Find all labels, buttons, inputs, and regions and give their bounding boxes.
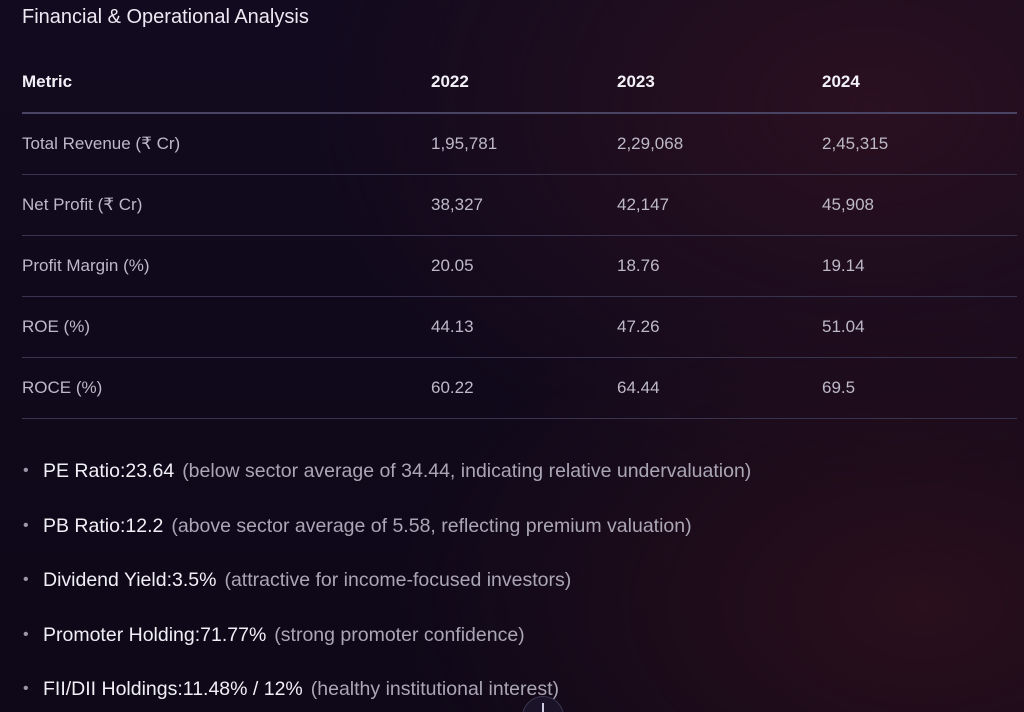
cell-2024: 69.5 — [822, 357, 1017, 419]
table-row: Net Profit (₹ Cr) 38,327 42,147 45,908 — [22, 174, 1017, 236]
cell-2024: 51.04 — [822, 296, 1017, 358]
column-header-2024: 2024 — [822, 52, 1017, 114]
cell-metric: Net Profit (₹ Cr) — [22, 174, 431, 236]
highlight-value: 12.2 — [125, 514, 164, 537]
highlight-label: PB Ratio: — [43, 514, 126, 537]
highlight-value: 11.48% / 12% — [182, 678, 303, 700]
bullet-dot-icon: • — [23, 516, 29, 534]
list-item: • Promoter Holding:71.77% (strong promote… — [22, 608, 751, 663]
cell-2023: 64.44 — [617, 357, 822, 419]
cell-metric: Profit Margin (%) — [22, 235, 431, 297]
financial-metrics-table: Metric 2022 2023 2024 Total Revenue (₹ C… — [22, 52, 1017, 419]
table-row: Profit Margin (%) 20.05 18.76 19.14 — [22, 235, 1017, 297]
column-header-2023: 2023 — [617, 52, 822, 114]
highlight-value: 3.5% — [172, 569, 217, 591]
highlight-note: (attractive for income-focused investors… — [224, 569, 572, 591]
cell-2022: 1,95,781 — [431, 113, 617, 175]
cell-2023: 42,147 — [617, 174, 822, 236]
column-header-2022: 2022 — [431, 52, 617, 114]
table-row: Total Revenue (₹ Cr) 1,95,781 2,29,068 2… — [22, 113, 1017, 175]
cell-2023: 18.76 — [617, 235, 822, 297]
highlight-note: (below sector average of 34.44, indicati… — [182, 460, 752, 482]
highlight-value: 23.64 — [125, 460, 175, 482]
cell-metric: Total Revenue (₹ Cr) — [22, 113, 431, 175]
cell-2022: 38,327 — [431, 174, 617, 236]
list-item: • FII/DII Holdings:11.48% / 12% (healthy … — [22, 662, 751, 712]
bullet-dot-icon: • — [23, 680, 29, 697]
highlight-note: (above sector average of 5.58, reflectin… — [171, 514, 692, 537]
cell-2022: 20.05 — [431, 235, 617, 297]
cell-2023: 2,29,068 — [617, 113, 822, 175]
bullet-dot-icon: • — [23, 462, 29, 479]
cell-2024: 45,908 — [822, 174, 1017, 236]
highlight-label: FII/DII Holdings: — [43, 678, 183, 700]
highlight-value: 71.77% — [200, 623, 267, 646]
highlight-label: Promoter Holding: — [43, 623, 201, 646]
column-header-metric: Metric — [22, 52, 431, 114]
cell-2023: 47.26 — [617, 296, 822, 358]
highlight-label: PE Ratio: — [43, 460, 126, 482]
list-item: • Dividend Yield:3.5% (attractive for inc… — [22, 553, 751, 608]
table-row: ROE (%) 44.13 47.26 51.04 — [22, 296, 1017, 358]
cell-2022: 44.13 — [431, 296, 617, 358]
highlight-note: (healthy institutional interest) — [310, 678, 559, 700]
cell-2022: 60.22 — [431, 357, 617, 419]
bullet-dot-icon: • — [23, 625, 29, 643]
cell-metric: ROCE (%) — [22, 357, 431, 419]
section-title: Financial & Operational Analysis — [22, 6, 309, 28]
list-item: • PE Ratio:23.64 (below sector average of… — [22, 444, 751, 499]
highlight-note: (strong promoter confidence) — [274, 623, 525, 646]
highlight-label: Dividend Yield: — [43, 569, 172, 591]
table-header-row: Metric 2022 2023 2024 — [22, 52, 1017, 114]
list-item: • PB Ratio:12.2 (above sector average of … — [22, 499, 751, 554]
bullet-dot-icon: • — [23, 571, 29, 588]
table-row: ROCE (%) 60.22 64.44 69.5 — [22, 357, 1017, 419]
arrow-down-icon — [542, 703, 544, 712]
cell-metric: ROE (%) — [22, 296, 431, 358]
cell-2024: 2,45,315 — [822, 113, 1017, 175]
valuation-highlights-list: • PE Ratio:23.64 (below sector average of… — [22, 444, 751, 712]
cell-2024: 19.14 — [822, 235, 1017, 297]
